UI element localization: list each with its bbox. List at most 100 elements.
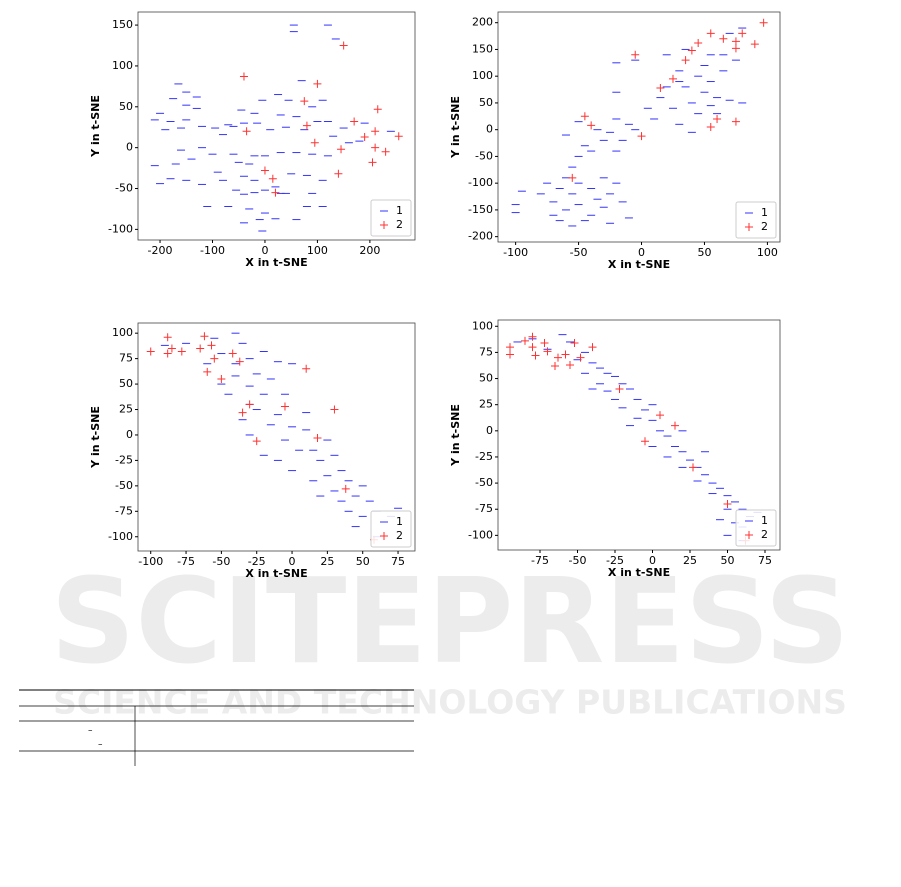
data-point bbox=[554, 353, 562, 362]
x-tick-label: 50 bbox=[721, 554, 735, 567]
y-tick-label: -25 bbox=[475, 450, 493, 463]
data-point bbox=[568, 173, 577, 182]
x-tick-label: -100 bbox=[138, 555, 163, 568]
data-point bbox=[668, 74, 677, 83]
y-tick-label: 150 bbox=[472, 42, 493, 55]
x-tick-label: 75 bbox=[758, 554, 772, 567]
data-point bbox=[719, 34, 728, 43]
data-point bbox=[339, 41, 348, 50]
data-point bbox=[245, 400, 254, 409]
x-tick-label: -100 bbox=[503, 246, 528, 259]
data-point bbox=[506, 350, 514, 359]
y-tick-label: 100 bbox=[112, 326, 133, 339]
data-point bbox=[260, 166, 269, 175]
y-tick-label: 0 bbox=[486, 424, 493, 437]
scatter-chart: -100 -75 -50 -25 0 25 50 75 -100 -75 -50 -25 0 25 50 75… bbox=[89, 322, 416, 580]
legend-label: 2 bbox=[761, 528, 768, 541]
table-cell: – bbox=[88, 726, 93, 736]
x-tick-label: 0 bbox=[289, 555, 296, 568]
legend-box bbox=[735, 509, 777, 547]
y-tick-label: -150 bbox=[468, 203, 493, 216]
scatter-chart: -200 -100 0 100 200 -100 -50 0 50 100 150 X in t-SN… bbox=[89, 11, 416, 269]
table-cell: – bbox=[98, 740, 103, 750]
data-point bbox=[313, 434, 322, 443]
data-point bbox=[239, 72, 248, 81]
data-point bbox=[631, 50, 640, 59]
data-point bbox=[706, 29, 715, 38]
y-axis-label: Y in t-SNE bbox=[89, 406, 102, 469]
plot-area bbox=[497, 11, 781, 243]
x-tick-label: -50 bbox=[570, 246, 588, 259]
y-tick-label: -100 bbox=[468, 528, 493, 541]
x-tick-label: 50 bbox=[697, 246, 711, 259]
data-point bbox=[177, 347, 186, 356]
x-tick-label: 200 bbox=[359, 244, 380, 257]
data-point bbox=[371, 143, 380, 152]
data-point bbox=[689, 463, 697, 472]
data-point bbox=[576, 353, 585, 362]
data-point bbox=[368, 158, 377, 167]
data-point bbox=[271, 188, 280, 197]
y-tick-label: 0 bbox=[126, 141, 133, 154]
y-tick-label: 25 bbox=[479, 398, 493, 411]
plot-area bbox=[497, 319, 781, 551]
legend-label: 2 bbox=[396, 218, 403, 231]
x-axis-label: X in t-SNE bbox=[245, 567, 307, 580]
data-point bbox=[200, 332, 209, 341]
y-tick-label: 75 bbox=[479, 345, 493, 358]
legend-marker bbox=[745, 223, 753, 231]
data-point bbox=[528, 332, 537, 341]
data-point bbox=[238, 408, 247, 417]
legend-label: 2 bbox=[396, 529, 403, 542]
x-axis-label: X in t-SNE bbox=[245, 256, 307, 269]
data-point bbox=[570, 339, 579, 347]
data-point bbox=[706, 123, 715, 131]
data-point bbox=[203, 367, 212, 376]
legend-marker bbox=[380, 532, 388, 540]
data-point bbox=[723, 500, 732, 508]
x-tick-label: 25 bbox=[683, 554, 697, 567]
y-tick-label: -75 bbox=[475, 502, 493, 515]
data-point bbox=[302, 364, 311, 373]
data-point bbox=[615, 385, 624, 393]
y-tick-label: -75 bbox=[115, 504, 133, 517]
y-tick-label: 150 bbox=[112, 18, 133, 31]
data-point bbox=[394, 132, 403, 141]
scatter-chart: -100 -50 0 50 100 -200 -150 -100 -50 0 50 100 150 200… bbox=[449, 11, 781, 271]
x-tick-label: 100 bbox=[757, 246, 778, 259]
data-point bbox=[373, 105, 382, 114]
data-point bbox=[731, 37, 740, 46]
data-point bbox=[713, 114, 722, 123]
data-point bbox=[641, 437, 649, 446]
y-tick-label: -100 bbox=[468, 176, 493, 189]
x-tick-label: 0 bbox=[649, 554, 656, 567]
scatter-chart: -75 -50 -25 0 25 50 75 -100 -75 -50 -25 0 25 50 75 100 X… bbox=[449, 319, 781, 579]
y-tick-label: -100 bbox=[108, 530, 133, 543]
data-point bbox=[588, 343, 597, 352]
data-point bbox=[167, 344, 176, 353]
legend-label: 1 bbox=[396, 515, 403, 528]
plot-area bbox=[137, 11, 416, 241]
data-point bbox=[337, 145, 346, 154]
y-tick-label: -50 bbox=[475, 476, 493, 489]
data-point bbox=[566, 360, 574, 369]
data-point bbox=[350, 117, 359, 126]
data-point bbox=[656, 411, 664, 420]
x-tick-label: 75 bbox=[391, 555, 405, 568]
y-axis-label: Y in t-SNE bbox=[449, 404, 462, 467]
watermark-title: SCITEPRESS bbox=[50, 552, 849, 690]
legend-label: 1 bbox=[396, 204, 403, 217]
y-tick-label: 200 bbox=[472, 16, 493, 29]
data-point bbox=[671, 421, 679, 430]
y-axis-label: Y in t-SNE bbox=[449, 96, 462, 159]
data-point bbox=[506, 343, 514, 352]
data-point bbox=[235, 357, 244, 366]
y-tick-label: 50 bbox=[479, 96, 493, 109]
legend-box bbox=[370, 199, 412, 237]
legend-label: 1 bbox=[761, 514, 768, 527]
data-point bbox=[300, 97, 309, 106]
data-point bbox=[310, 138, 319, 147]
y-tick-label: 100 bbox=[472, 69, 493, 82]
legend-marker bbox=[745, 531, 753, 539]
